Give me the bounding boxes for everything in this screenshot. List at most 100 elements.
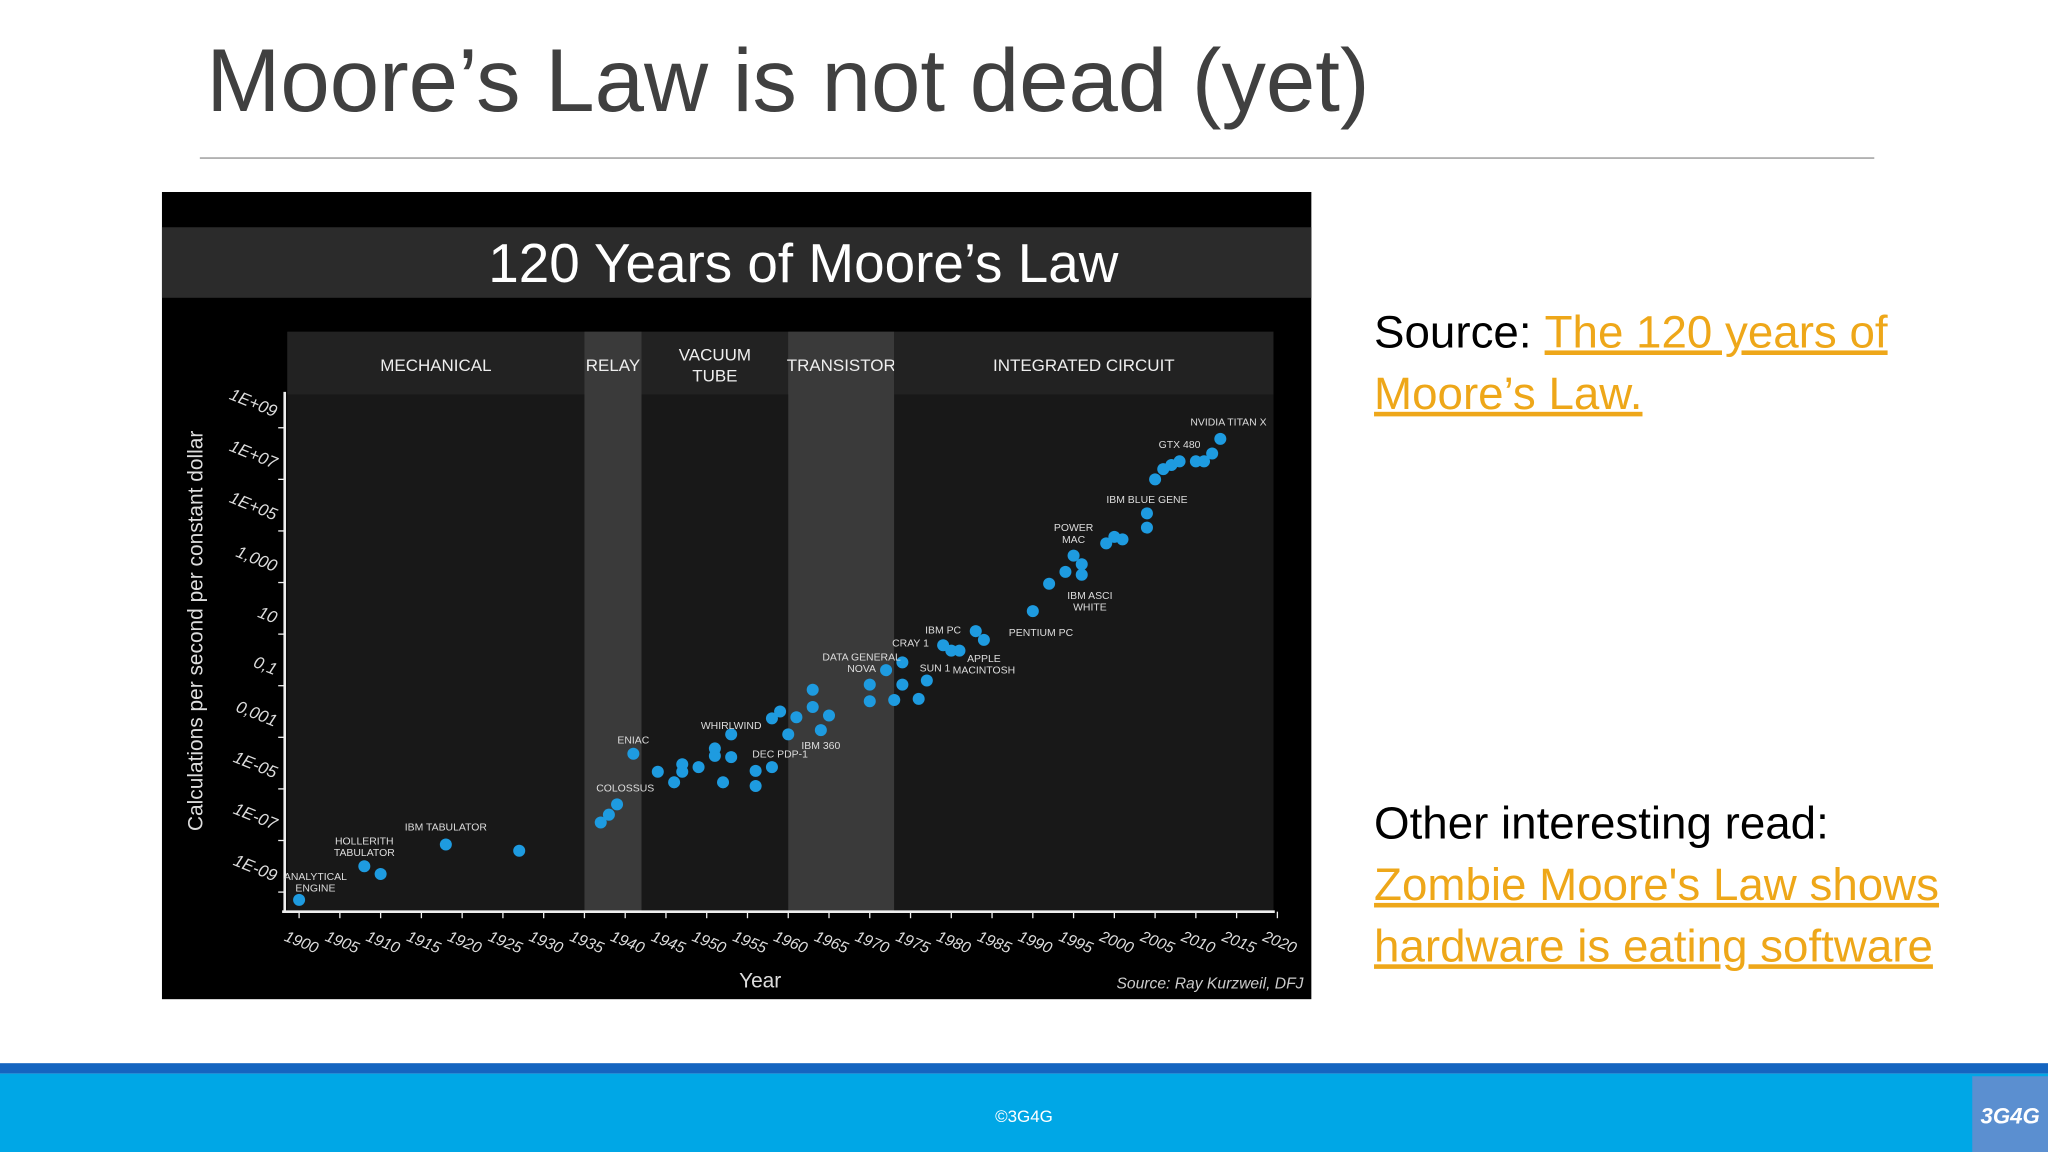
footer-stripe	[0, 1063, 2048, 1074]
data-point	[896, 656, 909, 669]
other-link[interactable]: hardware is eating software	[1374, 920, 1933, 971]
data-point	[814, 724, 827, 737]
data-point	[725, 728, 738, 741]
point-annotation: IBM ASCI	[1067, 591, 1112, 602]
slide-title: Moore’s Law is not dead (yet)	[206, 31, 1369, 130]
data-point	[717, 776, 730, 789]
data-point	[513, 844, 526, 857]
point-annotation: DATA GENERAL	[822, 652, 901, 663]
data-point	[1075, 558, 1088, 571]
data-point	[822, 709, 836, 722]
logo: 3G4G	[1981, 1103, 2040, 1128]
chart-title-bar	[161, 227, 1312, 298]
other-link[interactable]: Zombie Moore's Law shows	[1374, 859, 1939, 910]
data-point	[293, 893, 306, 906]
data-point	[594, 816, 607, 829]
data-point	[1100, 537, 1113, 550]
era-header	[584, 331, 642, 395]
point-annotation: WHIRLWIND	[701, 721, 762, 732]
point-annotation: DEC PDP-1	[752, 750, 808, 761]
other-label: Other interesting read:	[1374, 798, 1829, 849]
point-annotation: MACINTOSH	[953, 666, 1015, 677]
chart-source: Source: Ray Kurzweil, DFJ	[1116, 976, 1303, 993]
data-point	[863, 695, 876, 708]
data-point	[1026, 605, 1039, 618]
chart: MECHANICAL RELAY VACUUM TUBE TRANSISTOR INTEG…	[227, 331, 1299, 957]
era-band	[641, 331, 789, 912]
data-point	[1067, 549, 1080, 562]
source-link[interactable]: Moore’s Law.	[1374, 368, 1642, 419]
data-point	[1059, 565, 1072, 578]
era-band	[287, 331, 585, 912]
point-annotation: SUN 1	[920, 664, 951, 675]
point-annotation: ENIAC	[617, 736, 649, 747]
era-label: TUBE	[692, 366, 737, 385]
point-annotation: COLOSSUS	[596, 784, 654, 795]
data-point	[749, 779, 762, 792]
data-point	[790, 711, 803, 724]
data-point	[1214, 432, 1227, 445]
data-point	[765, 712, 778, 725]
data-point	[774, 705, 787, 718]
era-header	[894, 331, 1274, 395]
data-point	[765, 761, 778, 774]
data-point	[1198, 455, 1211, 468]
point-annotation: IBM TABULATOR	[405, 823, 488, 834]
point-annotation: MAC	[1062, 535, 1086, 546]
data-point	[806, 700, 819, 713]
data-point	[896, 678, 909, 691]
data-point	[627, 747, 640, 760]
footer	[0, 1073, 2048, 1152]
era-label: MECHANICAL	[380, 356, 491, 375]
x-axis-label: Year	[739, 969, 781, 992]
sidebar: Source: The 120 years of Moore’s Law. Ot…	[1374, 306, 1939, 971]
point-annotation: HOLLERITH	[335, 836, 394, 847]
data-point	[611, 798, 624, 811]
era-label: VACUUM	[679, 345, 751, 364]
data-point	[374, 868, 387, 881]
data-point	[692, 761, 705, 774]
era-header	[788, 331, 895, 395]
data-point	[1149, 473, 1162, 486]
data-point	[602, 808, 615, 821]
data-point	[1206, 447, 1219, 460]
point-annotation: POWER	[1054, 523, 1094, 534]
data-point	[880, 664, 893, 677]
point-annotation: CRAY 1	[892, 638, 929, 649]
point-annotation: PENTIUM PC	[1009, 628, 1074, 639]
data-point	[708, 749, 721, 762]
point-annotation: NVIDIA TITAN X	[1190, 418, 1266, 429]
era-band	[584, 331, 642, 912]
era-label: INTEGRATED CIRCUIT	[993, 356, 1175, 375]
source-link[interactable]: The 120 years of	[1545, 306, 1888, 357]
data-point	[863, 678, 876, 691]
copyright: ©3G4G	[995, 1107, 1053, 1126]
point-annotation: GTX 480	[1159, 440, 1201, 451]
data-point	[920, 674, 933, 687]
point-annotation: ENGINE	[295, 884, 335, 895]
point-annotation: WHITE	[1073, 603, 1107, 614]
point-annotation: TABULATOR	[334, 848, 395, 859]
point-annotation: IBM PC	[925, 625, 961, 636]
data-point	[1173, 455, 1186, 468]
point-annotation: APPLE	[967, 654, 1001, 665]
data-point	[749, 764, 762, 777]
point-annotation: ANALYTICAL	[284, 872, 347, 883]
data-point	[806, 683, 819, 696]
data-point	[782, 728, 795, 741]
data-point	[1116, 533, 1129, 546]
data-point	[725, 751, 738, 764]
logo-box	[1972, 1076, 2048, 1152]
era-band	[894, 331, 1274, 912]
point-annotation: NOVA	[847, 664, 876, 675]
data-point	[651, 765, 664, 778]
y-axis-label: Calculations per second per constant dol…	[184, 431, 207, 831]
chart-title: 120 Years of Moore’s Law	[488, 232, 1119, 294]
source-label: Source:	[1374, 306, 1532, 357]
era-header	[287, 331, 585, 395]
data-point	[912, 692, 925, 705]
data-point	[358, 860, 371, 873]
data-point	[676, 765, 689, 778]
data-point	[1043, 577, 1056, 590]
